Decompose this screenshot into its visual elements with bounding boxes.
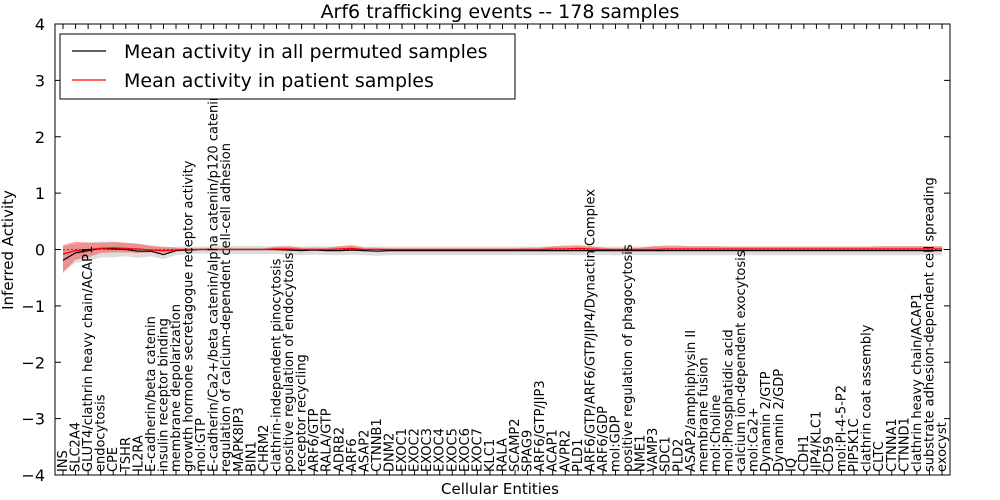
x-axis-label: Cellular Entities — [441, 480, 559, 498]
x-tick-label: ARF6/GDP — [596, 406, 611, 472]
x-tick-label: receptor recycling — [295, 354, 310, 472]
y-axis-label: Inferred Activity — [0, 190, 17, 310]
x-tick-label: ASAP2/amphiphysin II — [684, 330, 699, 472]
x-tick-label: calcium ion-dependent exocytosis — [734, 250, 749, 472]
x-tick-label: positive regulation of endocytosis — [282, 252, 297, 472]
legend: Mean activity in all permuted samples Me… — [59, 33, 516, 100]
x-tick-label: CLTC — [872, 441, 887, 472]
x-tick-label: clathrin heavy chain/ACAP1 — [910, 293, 925, 472]
x-tick-label: EXOC3 — [420, 428, 435, 472]
x-tick-label: SCAMP2 — [508, 418, 523, 472]
x-tick-label: IQ — [784, 458, 799, 472]
y-tick-label: 1 — [35, 184, 45, 203]
x-tick-label: INS — [56, 450, 71, 472]
x-tick-label: regulation of calcium-dependent cell-cel… — [219, 143, 234, 472]
x-tick-label: CPE — [106, 447, 121, 472]
x-tick-label: Dynamin 2/GDP — [772, 369, 787, 472]
y-tick-label: 4 — [35, 15, 45, 34]
x-tick-label: exocyst — [935, 422, 950, 472]
x-tick-label: SDC1 — [659, 436, 674, 472]
x-tick-label: NME1 — [634, 435, 649, 472]
x-tick-label: EXOC2 — [408, 428, 423, 472]
series-1-line — [62, 247, 942, 255]
x-tick-label: KLC1 — [483, 439, 498, 472]
x-tick-label: insulin receptor binding — [156, 318, 171, 472]
x-tick-label: EXOC4 — [433, 428, 448, 472]
x-tick-label: mol:Phosphatidic acid — [722, 329, 737, 472]
x-tick-label: ASAP2 — [357, 430, 372, 472]
y-tick-label: −1 — [21, 297, 45, 316]
y-tick-label: 2 — [35, 128, 45, 147]
x-tick-label: JIP4/KLC1 — [809, 411, 824, 473]
x-tick-label: PLD2 — [671, 439, 686, 472]
x-tick-label: ARF6/GTP — [307, 408, 322, 472]
x-tick-label: SLC2A4 — [69, 422, 84, 472]
x-tick-label: VAMP3 — [646, 428, 661, 472]
x-tick-label: Dynamin 2/GTP — [759, 371, 774, 472]
x-tick-label: endocytosis — [94, 394, 109, 472]
x-tick-label: AVPR2 — [558, 430, 573, 472]
x-tick-label: substrate adhesion-dependent cell spread… — [922, 177, 937, 472]
x-tick-label: MAPK8IP3 — [232, 407, 247, 472]
x-tick-label: CTNNB1 — [370, 418, 385, 472]
x-tick-label: CHRM2 — [257, 425, 272, 472]
x-tick-label: ADRB2 — [332, 427, 347, 472]
legend-label-permuted: Mean activity in all permuted samples — [124, 41, 487, 63]
chart-title: Arf6 trafficking events -- 178 samples — [321, 1, 680, 23]
x-tick-label: CD59 — [822, 436, 837, 472]
x-tick-label: mol:Choline — [709, 395, 724, 472]
y-tick-label: −3 — [21, 410, 45, 429]
x-tick-label: EXOC6 — [458, 428, 473, 472]
x-tick-label: EXOC5 — [445, 428, 460, 472]
x-tick-label: mol:GTP — [194, 418, 209, 472]
x-tick-label: CTNND1 — [897, 417, 912, 472]
x-tick-label: CDH1 — [797, 435, 812, 472]
x-tick-label: TSHR — [119, 437, 134, 473]
x-tick-label: DNM2 — [382, 433, 397, 472]
x-tick-label: mol:GDP — [609, 415, 624, 472]
x-tick-label: membrane depolarization — [169, 304, 184, 472]
legend-box — [59, 33, 516, 100]
x-tick-label: PIP5K1C — [847, 418, 862, 472]
x-tick-label: growth hormone secretagogue receptor act… — [182, 160, 197, 472]
x-tick-label: ARF6/GTP/ARF6/GTP/JIP4/Dynactin Complex — [583, 189, 598, 472]
x-tick-label: ARF6 — [345, 438, 360, 472]
x-tick-label: IL2RA — [131, 435, 146, 472]
x-tick-label: CTNNA1 — [885, 418, 900, 472]
x-tick-label: E-cadherin/Ca2+/beta catenin/alpha caten… — [207, 93, 222, 472]
y-tick-label: −2 — [21, 353, 45, 372]
x-tick-label: ARF6/GTP/JIP3 — [533, 380, 548, 472]
x-tick-label: SPAG9 — [521, 430, 536, 472]
y-tick-label: −4 — [21, 466, 45, 485]
x-tick-label: positive regulation of phagocytosis — [621, 244, 636, 472]
x-tick-label: clathrin coat assembly — [860, 324, 875, 472]
x-tick-label: BIN1 — [244, 441, 259, 472]
x-tick-label: ACAP1 — [546, 429, 561, 472]
x-tick-label: GLUT4/clathrin heavy chain/ACAP1 — [81, 246, 96, 472]
x-tick-label: RALA/GTP — [320, 408, 335, 472]
x-tick-label: RALA — [496, 438, 511, 472]
x-tick-label: EXOC1 — [395, 428, 410, 472]
x-tick-label: mol:Ca2+ — [747, 407, 762, 472]
legend-label-patient: Mean activity in patient samples — [124, 70, 434, 92]
x-tick-label: E-cadherin/beta catenin — [144, 316, 159, 472]
y-tick-label: 3 — [35, 71, 45, 90]
x-tick-label: clathrin-independent pinocytosis — [269, 258, 284, 472]
x-tick-label: EXOC7 — [470, 428, 485, 472]
x-tick-label: PLD1 — [571, 439, 586, 472]
y-tick-label: 0 — [35, 241, 45, 260]
x-tick-label: membrane fusion — [696, 357, 711, 472]
x-tick-label: mol:PI-4-5-P2 — [835, 385, 850, 472]
